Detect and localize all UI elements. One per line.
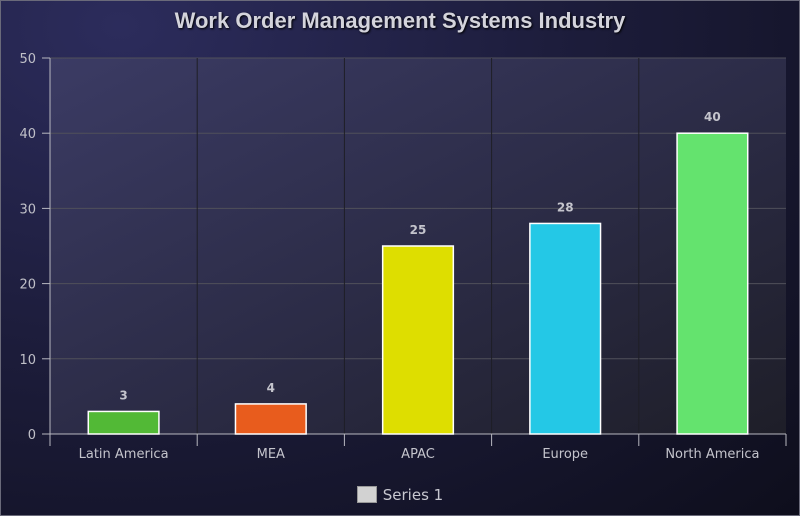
legend[interactable]: Series 1	[0, 486, 800, 504]
bar	[676, 132, 749, 435]
chart-title: Work Order Management Systems Industry	[174, 8, 626, 33]
x-tick-label: APAC	[401, 447, 435, 462]
data-label: 25	[410, 223, 427, 237]
x-tick-label: Latin America	[79, 447, 169, 462]
y-tick-label: 10	[19, 353, 36, 368]
y-tick-label: 20	[19, 278, 36, 293]
bar	[87, 410, 160, 435]
y-tick-label: 50	[19, 52, 36, 67]
y-tick-label: 0	[28, 428, 36, 443]
x-tick-label: Europe	[542, 447, 588, 462]
bar	[381, 245, 455, 435]
data-label: 28	[557, 200, 574, 214]
y-tick-label: 40	[19, 127, 36, 142]
x-tick-label: MEA	[257, 447, 285, 462]
data-label: 3	[119, 388, 127, 402]
data-label: 4	[267, 381, 275, 395]
bar	[234, 403, 307, 435]
legend-swatch	[356, 486, 377, 503]
y-tick-label: 30	[19, 202, 36, 217]
data-label: 40	[704, 110, 721, 124]
bar	[529, 222, 602, 435]
legend-label: Series 1	[382, 486, 444, 504]
x-tick-label: North America	[665, 447, 759, 462]
